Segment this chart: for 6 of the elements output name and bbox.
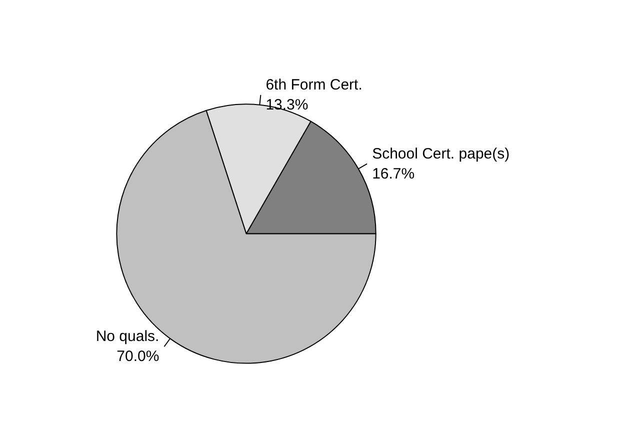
data-label: 70.0% bbox=[116, 348, 160, 366]
slice-label: School Cert. pape(s) bbox=[372, 145, 510, 162]
slice-label: No quals. bbox=[96, 328, 160, 346]
data-label: 16.7% bbox=[372, 165, 415, 182]
data-label: 13.3% bbox=[266, 96, 308, 114]
slice-label: 6th Form Cert. bbox=[266, 76, 362, 94]
